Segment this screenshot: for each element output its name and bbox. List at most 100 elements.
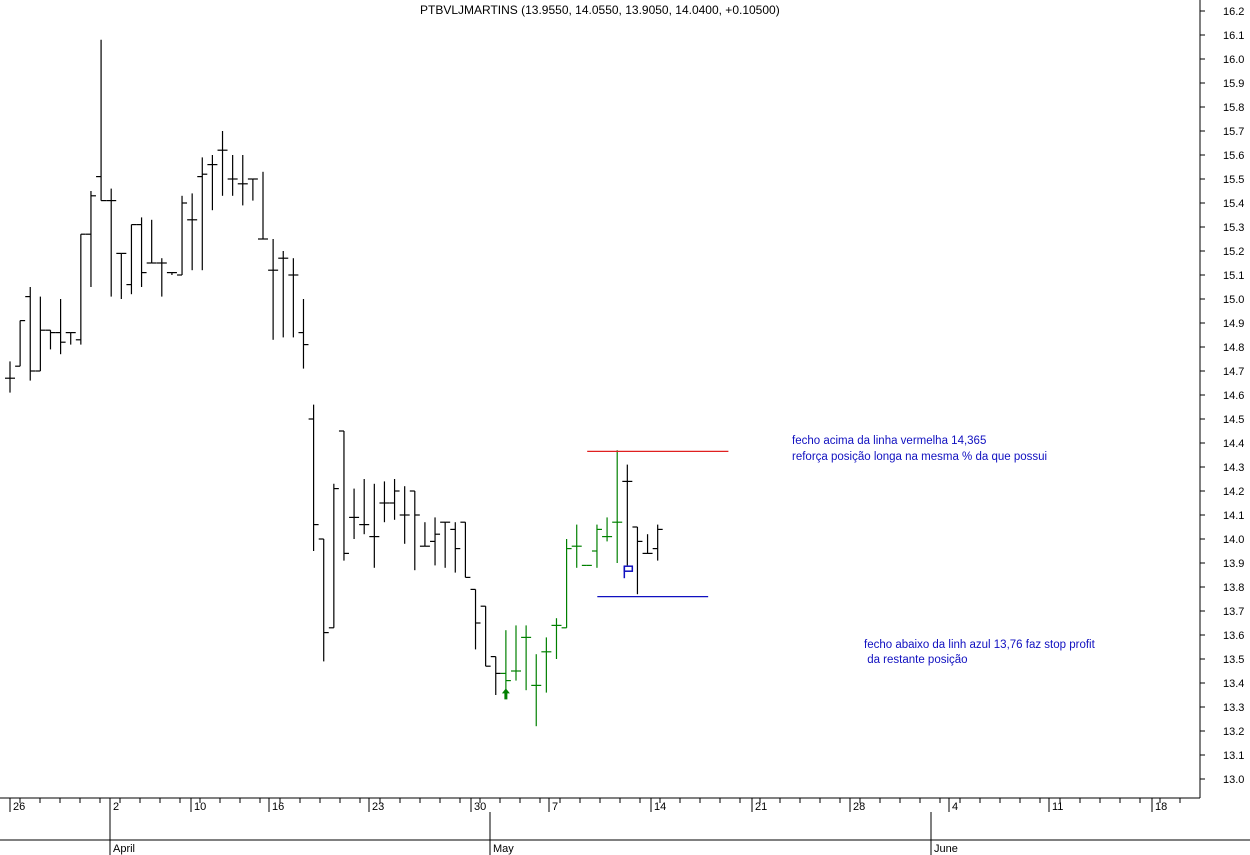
month-label: June bbox=[934, 843, 958, 855]
price-bar bbox=[440, 521, 451, 568]
buy-arrow-icon bbox=[501, 688, 510, 700]
price-bar bbox=[359, 479, 370, 535]
price-bar bbox=[5, 361, 15, 393]
price-tick-label: 13.7 bbox=[1223, 606, 1244, 618]
month-label: May bbox=[493, 843, 514, 855]
price-bar bbox=[602, 517, 613, 542]
price-bar bbox=[217, 131, 228, 196]
price-tick-label: 14.6 bbox=[1223, 390, 1244, 402]
price-bar bbox=[166, 272, 177, 275]
price-bar bbox=[480, 605, 491, 667]
price-bar bbox=[511, 625, 521, 681]
price-bar bbox=[136, 217, 147, 287]
day-label: 2 bbox=[113, 801, 119, 813]
price-tick-label: 13.3 bbox=[1223, 702, 1244, 714]
price-bar bbox=[490, 655, 501, 695]
price-bar bbox=[227, 155, 238, 196]
month-label: April bbox=[113, 843, 135, 855]
price-tick-label: 15.6 bbox=[1223, 150, 1244, 162]
price-tick-label: 15.3 bbox=[1223, 222, 1244, 234]
price-bar bbox=[409, 490, 420, 571]
price-bar bbox=[268, 239, 279, 340]
price-bar bbox=[541, 637, 552, 693]
price-bar bbox=[177, 195, 188, 276]
day-label: 18 bbox=[1155, 801, 1167, 813]
price-bar bbox=[460, 521, 471, 579]
price-bar bbox=[45, 329, 56, 350]
chart-title: PTBVLJMARTINS (13.9550, 14.0550, 13.9050… bbox=[420, 3, 780, 17]
price-axis: 16.316.216.116.015.915.815.715.615.515.4… bbox=[1199, 0, 1244, 798]
price-tick-label: 13.0 bbox=[1223, 774, 1244, 786]
price-tick-label: 14.1 bbox=[1223, 510, 1244, 522]
price-bar bbox=[561, 539, 572, 629]
price-bar bbox=[146, 219, 157, 264]
day-label: 4 bbox=[952, 801, 958, 813]
price-bar bbox=[258, 171, 268, 240]
day-label: 11 bbox=[1052, 801, 1063, 813]
price-tick-label: 15.0 bbox=[1223, 294, 1244, 306]
price-bar bbox=[25, 287, 36, 381]
price-bar bbox=[531, 654, 542, 727]
price-bar bbox=[247, 178, 258, 201]
price-bar bbox=[237, 155, 248, 206]
price-bar bbox=[318, 538, 329, 662]
price-bar bbox=[85, 191, 96, 287]
price-tick-label: 14.3 bbox=[1223, 462, 1244, 474]
price-tick-label: 14.5 bbox=[1223, 414, 1244, 426]
price-bar bbox=[278, 251, 289, 338]
blue-line-annotation-1: fecho abaixo da linh azul 13,76 faz stop… bbox=[864, 639, 1096, 651]
price-tick-label: 14.2 bbox=[1223, 486, 1244, 498]
price-bar bbox=[126, 224, 137, 295]
day-label: 23 bbox=[372, 801, 384, 813]
day-label: 28 bbox=[853, 801, 865, 813]
price-tick-label: 14.7 bbox=[1223, 366, 1244, 378]
price-tick-label: 13.4 bbox=[1223, 678, 1244, 690]
flag-icon bbox=[623, 565, 634, 572]
blue-line-annotation-2: da restante posição bbox=[864, 654, 968, 666]
price-bar bbox=[521, 625, 532, 691]
price-bar bbox=[116, 252, 127, 299]
price-bar bbox=[65, 332, 76, 345]
signal-markers bbox=[501, 565, 634, 700]
price-bar bbox=[632, 526, 643, 595]
price-bar bbox=[298, 299, 309, 369]
red-line-annotation-1: fecho acima da linha vermelha 14,365 bbox=[792, 435, 986, 447]
price-bar bbox=[389, 479, 400, 520]
price-tick-label: 15.2 bbox=[1223, 246, 1244, 258]
price-tick-label: 13.8 bbox=[1223, 582, 1244, 594]
price-bar bbox=[15, 320, 26, 367]
horizontal-lines bbox=[587, 450, 729, 598]
day-label: 21 bbox=[755, 801, 767, 813]
price-tick-label: 15.5 bbox=[1223, 174, 1244, 186]
day-label: 10 bbox=[194, 801, 206, 813]
day-label: 7 bbox=[552, 801, 558, 813]
price-bar bbox=[470, 588, 481, 650]
price-bar bbox=[207, 155, 218, 211]
price-bar bbox=[551, 618, 562, 659]
price-bar bbox=[338, 430, 349, 561]
price-bar bbox=[328, 483, 339, 629]
price-bar bbox=[288, 258, 299, 338]
price-bars bbox=[5, 39, 663, 727]
price-bar bbox=[591, 524, 602, 568]
price-bar bbox=[75, 233, 86, 345]
price-tick-label: 16.1 bbox=[1223, 30, 1244, 42]
price-bar bbox=[430, 517, 441, 566]
price-tick-label: 13.1 bbox=[1223, 750, 1244, 762]
price-tick-label: 15.7 bbox=[1223, 126, 1244, 138]
red-line-annotation-2: reforça posição longa na mesma % da que … bbox=[792, 451, 1047, 463]
price-tick-label: 13.5 bbox=[1223, 654, 1244, 666]
price-bar bbox=[55, 299, 66, 355]
date-axis: 26 2 10 16 23 30 7 14 21 28 4 11 18 April May June bbox=[0, 797, 1250, 855]
price-bar bbox=[450, 522, 461, 573]
price-tick-label: 15.4 bbox=[1223, 198, 1244, 210]
day-label: 16 bbox=[272, 801, 284, 813]
price-tick-label: 15.8 bbox=[1223, 102, 1244, 114]
price-bar bbox=[156, 258, 167, 297]
price-tick-label: 14.9 bbox=[1223, 318, 1244, 330]
price-bar bbox=[308, 404, 319, 551]
price-tick-label: 16.0 bbox=[1223, 54, 1244, 66]
price-bar bbox=[642, 534, 653, 555]
price-bar bbox=[399, 486, 410, 544]
